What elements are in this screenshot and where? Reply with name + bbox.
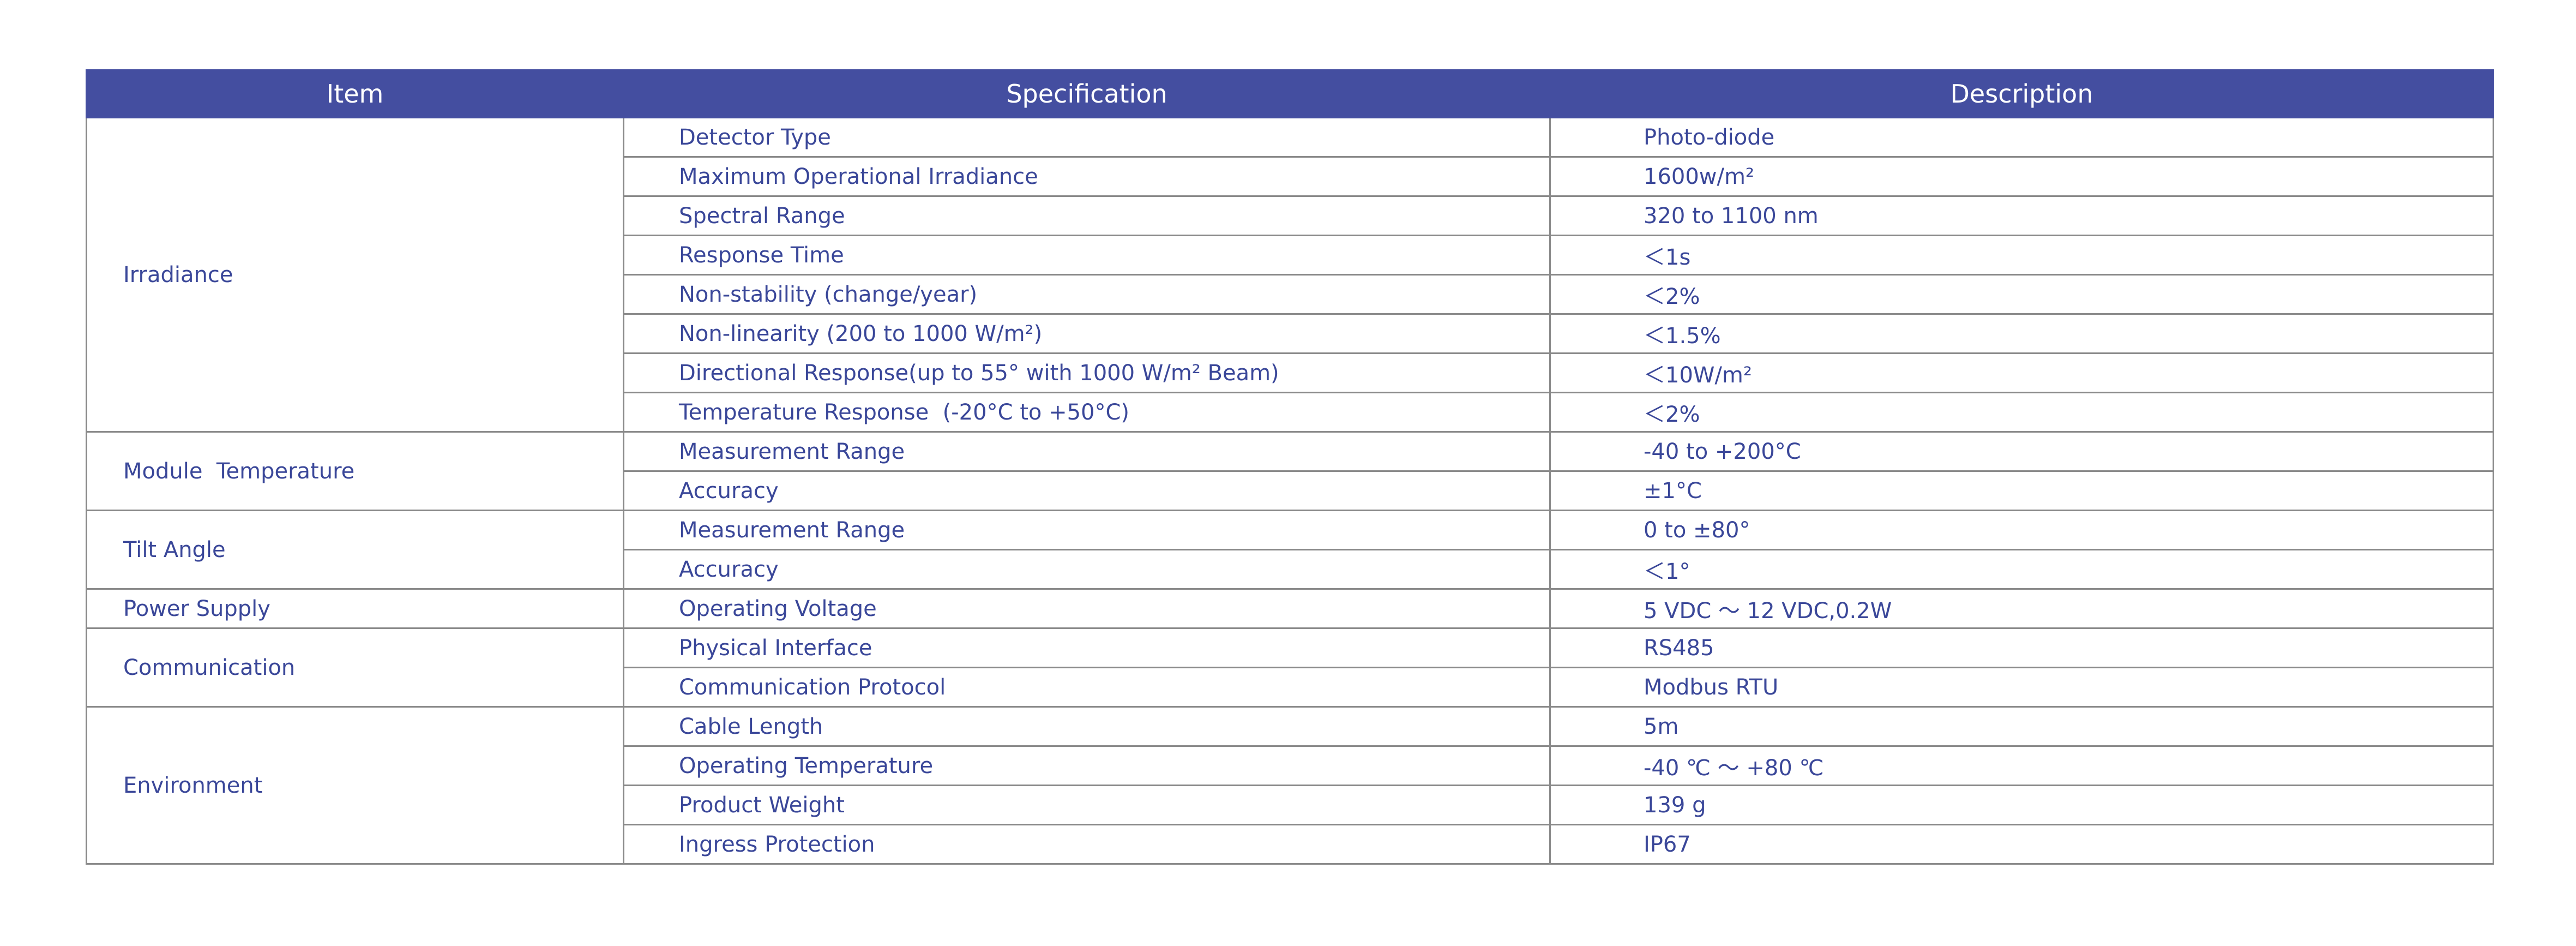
table-row: Maximum Operational Irradiance 1600w/m² xyxy=(87,156,2494,197)
item-cell: Tilt Angle xyxy=(86,510,624,590)
table-row: Accuracy ＜1° xyxy=(87,549,2494,590)
table-row: Response Time ＜1s xyxy=(87,235,2494,276)
header-cell: Description xyxy=(1549,69,2494,118)
header-cell: Specification xyxy=(623,69,1551,118)
spec-cell: Directional Response(up to 55° with 1000… xyxy=(623,352,1551,393)
desc-cell: 139 g xyxy=(1549,785,2494,825)
spec-cell: Accuracy xyxy=(623,470,1551,511)
desc-cell: ＜1s xyxy=(1549,235,2494,276)
desc-cell: ＜2% xyxy=(1549,392,2494,433)
spec-cell: Operating Voltage xyxy=(623,588,1551,629)
item-cell: Environment xyxy=(86,706,624,865)
desc-cell: Photo-diode xyxy=(1549,117,2494,158)
table-row: Operating Temperature -40 ℃ ～ +80 ℃ xyxy=(87,745,2494,786)
spec-table: Item Specification Description Irradianc… xyxy=(86,69,2494,865)
spec-cell: Physical Interface xyxy=(623,627,1551,668)
desc-cell: 5m xyxy=(1549,706,2494,747)
spec-cell: Operating Temperature xyxy=(623,745,1551,786)
spec-cell: Response Time xyxy=(623,235,1551,276)
header-cell: Item xyxy=(86,69,624,118)
spec-cell: Non-linearity (200 to 1000 W/m²) xyxy=(623,313,1551,354)
table-row: Environment Cable Length 5m xyxy=(86,706,2494,865)
spec-cell: Cable Length xyxy=(623,706,1551,747)
desc-cell: ＜1° xyxy=(1549,549,2494,590)
table-row: Communication Physical Interface RS485 xyxy=(86,627,2494,708)
desc-cell: Modbus RTU xyxy=(1549,667,2494,708)
spec-cell: Measurement Range xyxy=(623,510,1551,550)
item-cell: Power Supply xyxy=(86,588,624,629)
item-cell: Communication xyxy=(86,627,624,708)
spec-cell: Communication Protocol xyxy=(623,667,1551,708)
desc-cell: ±1°C xyxy=(1549,470,2494,511)
desc-cell: ＜1.5% xyxy=(1549,313,2494,354)
desc-cell: 5 VDC ～ 12 VDC,0.2W xyxy=(1549,588,2494,629)
desc-cell: ＜10W/m² xyxy=(1549,352,2494,393)
desc-cell: -40 to +200°C xyxy=(1549,431,2494,472)
desc-cell: IP67 xyxy=(1549,824,2494,865)
desc-cell: 320 to 1100 nm xyxy=(1549,195,2494,236)
table-row: Tilt Angle Measurement Range 0 to ±80° xyxy=(86,510,2494,590)
spec-cell: Non-stability (change/year) xyxy=(623,274,1551,315)
desc-cell: RS485 xyxy=(1549,627,2494,668)
table-row: Product Weight 139 g xyxy=(87,785,2494,825)
table-row: Accuracy ±1°C xyxy=(87,470,2494,511)
table-row: Non-stability (change/year) ＜2% xyxy=(87,274,2494,315)
table-row: Temperature Response (-20°C to +50°C) ＜2% xyxy=(87,392,2494,433)
table-header: Item Specification Description xyxy=(86,69,2494,118)
desc-cell: 1600w/m² xyxy=(1549,156,2494,197)
table-row: Spectral Range 320 to 1100 nm xyxy=(87,195,2494,236)
spec-cell: Temperature Response (-20°C to +50°C) xyxy=(623,392,1551,433)
spec-cell: Maximum Operational Irradiance xyxy=(623,156,1551,197)
table-body: Irradiance Detector Type Photo-diode Maximu… xyxy=(86,117,2494,865)
table-row: Directional Response(up to 55° with 1000… xyxy=(87,352,2494,393)
table-row: Module Temperature Measurement Range -40 t… xyxy=(86,431,2494,511)
header-row: Item Specification Description xyxy=(86,69,2494,118)
spec-cell: Ingress Protection xyxy=(623,824,1551,865)
table-row: Non-linearity (200 to 1000 W/m²) ＜1.5% xyxy=(87,313,2494,354)
desc-cell: -40 ℃ ～ +80 ℃ xyxy=(1549,745,2494,786)
table-row: Power Supply Operating Voltage 5 VDC ～ 12 … xyxy=(86,588,2494,629)
desc-cell: 0 to ±80° xyxy=(1549,510,2494,550)
item-cell: Irradiance xyxy=(86,117,624,433)
spec-cell: Spectral Range xyxy=(623,195,1551,236)
spec-cell: Measurement Range xyxy=(623,431,1551,472)
desc-cell: ＜2% xyxy=(1549,274,2494,315)
item-cell: Module Temperature xyxy=(86,431,624,511)
table-row: Ingress Protection IP67 xyxy=(87,824,2494,865)
spec-cell: Product Weight xyxy=(623,785,1551,825)
table-row: Communication Protocol Modbus RTU xyxy=(87,667,2494,708)
spec-cell: Accuracy xyxy=(623,549,1551,590)
table-row: Irradiance Detector Type Photo-diode xyxy=(86,117,2494,433)
spec-cell: Detector Type xyxy=(623,117,1551,158)
